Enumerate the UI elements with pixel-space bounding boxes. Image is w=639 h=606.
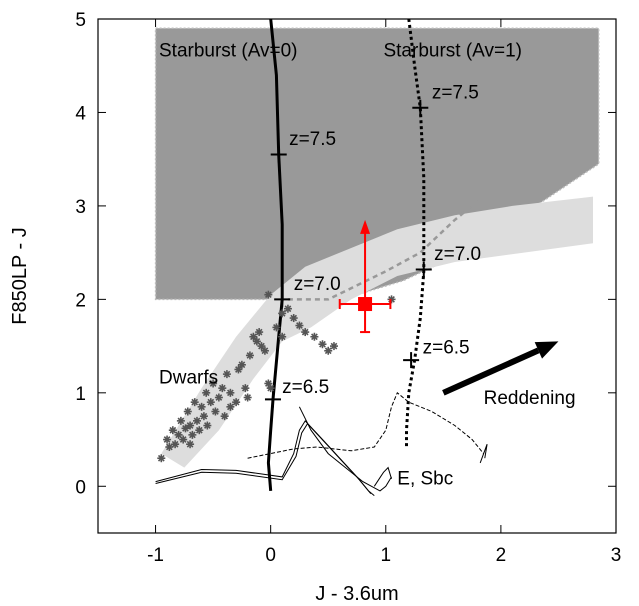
dwarf-point [188,430,197,439]
reddening-arrow [442,347,540,396]
dwarf-point [232,398,241,407]
dwarf-point [171,440,180,449]
dwarf-point [203,421,212,430]
dwarf-point [186,440,195,449]
dwarf-point [218,384,227,393]
label-z75-av0: z=7.5 [289,129,336,150]
dwarf-point [168,426,177,435]
dwarf-point [220,412,229,421]
dwarf-point [272,323,281,332]
label-z65-av1: z=6.5 [423,338,470,359]
dwarf-point [179,435,188,444]
y-tick-label: 0 [75,477,86,498]
dwarf-point [252,337,261,346]
dwarf-point [257,342,266,351]
dwarf-point [183,407,192,416]
regions-layer [154,27,600,468]
label-z70-av1: z=7.0 [434,244,481,265]
x-tick-label: -1 [147,545,164,566]
dwarf-point [197,402,206,411]
dwarf-point [206,398,215,407]
label-z70-av0: z=7.0 [294,274,341,295]
dwarf-point [195,426,204,435]
y-tick-label: 1 [75,384,86,405]
dwarf-point [165,443,174,452]
dwarf-point [226,402,235,411]
dwarf-point [245,351,254,360]
dwarf-point [255,328,264,337]
dwarf-point [157,454,166,463]
axes-layer: -1 0 1 2 3 0 1 2 3 4 5 [75,10,621,566]
dwarf-point [289,314,298,323]
dwarf-point [237,360,246,369]
points-layer [157,290,396,463]
dwarf-point [209,379,218,388]
lower-limit-arrow [360,219,371,234]
x-tick-label: 2 [496,545,507,566]
x-axis-label: J - 3.6um [315,583,398,605]
dwarf-point [211,407,220,416]
label-dwarfs: Dwarfs [159,367,218,388]
dwarf-point [260,346,269,355]
galaxy-track [298,406,392,492]
y-tick-label: 3 [75,197,86,218]
dwarf-point [186,421,195,430]
dwarf-point [226,388,235,397]
dwarf-point [301,328,310,337]
y-tick-label: 2 [75,290,86,311]
x-tick-label: 3 [611,545,622,566]
label-starburst-av1: Starburst (Av=1) [383,40,522,61]
dwarf-point [249,332,258,341]
dwarf-point [190,398,199,407]
label-z65-av0: z=6.5 [282,377,329,398]
dwarf-point [266,384,275,393]
dwarf-point [295,321,304,330]
reddening-arrow-head [534,341,559,359]
starburst-av1-line [405,18,426,449]
dwarf-point [243,393,252,402]
observed-object [338,219,392,334]
galaxy-track [373,466,392,487]
dwarf-point [264,290,273,299]
dwarf-point [199,412,208,421]
label-reddening: Reddening [484,388,576,409]
dwarf-point [324,346,333,355]
y-tick-label: 5 [75,10,86,31]
label-starburst-av0: Starburst (Av=0) [159,40,298,61]
label-e-sbc: E, Sbc [397,468,453,489]
dwarf-point [278,309,287,318]
dwarf-point [241,384,250,393]
galaxy-track [155,422,372,495]
dwarf-point [222,370,231,379]
dwarf-point [214,393,223,402]
dwarf-locus-band [161,196,594,468]
dwarf-point [163,435,172,444]
y-tick-label: 4 [75,103,86,124]
dwarf-point [278,332,287,341]
plot-frame [97,18,617,534]
dwarf-point [387,295,396,304]
dwarf-point [202,388,211,397]
dwarf-point [318,340,327,349]
x-tick-label: 1 [380,545,391,566]
galaxy-track [479,444,488,464]
label-z75-av1: z=7.5 [432,82,479,103]
overlay-layer: Starburst (Av=0) Starburst (Av=1) Dwarfs E,… [159,40,576,489]
galaxy-track [247,391,484,459]
dwarf-point [310,332,319,341]
y-axis-label: F850LP - J [9,227,31,324]
dwarf-point [329,342,338,351]
measurement-marker [358,297,373,312]
dwarf-point [176,416,185,425]
dwarf-point [283,304,292,313]
dwarf-point [234,365,243,374]
x-tick-label: 0 [265,545,276,566]
dwarf-point [192,416,201,425]
